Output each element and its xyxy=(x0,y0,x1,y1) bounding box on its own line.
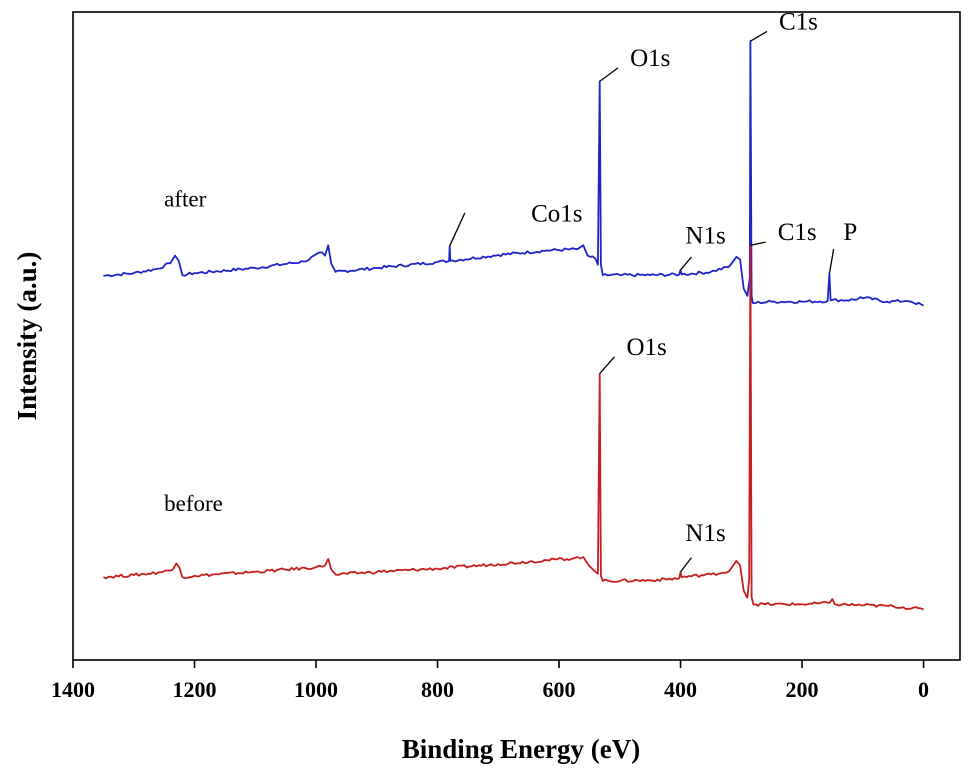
peak-leader-c1s-before xyxy=(750,241,766,246)
x-axis: 1400 1200 1000 800 600 400 200 0 xyxy=(51,660,929,702)
peak-leader-o1s-after xyxy=(599,67,619,82)
peak-label-n1s-after: N1s xyxy=(685,222,725,249)
series-layer xyxy=(103,40,924,611)
x-axis-title: Binding Energy (eV) xyxy=(402,734,641,764)
peak-leader-n1s-before xyxy=(680,557,692,573)
peak-label-o1s-before: O1s xyxy=(626,334,666,361)
plot-frame xyxy=(72,11,961,661)
peak-label-o1s-after: O1s xyxy=(630,45,670,72)
x-tick-label: 200 xyxy=(786,677,819,702)
peak-leader-c1s-after xyxy=(750,30,768,42)
peak-leader-co1s-after xyxy=(449,212,466,247)
x-tick-label: 1000 xyxy=(294,677,338,702)
x-tick-label: 1200 xyxy=(173,677,217,702)
peak-label-p-after: P xyxy=(843,219,857,246)
series-line-before xyxy=(103,244,924,611)
peak-annotations: C1s O1s Co1s N1s P C1s O1s N1s xyxy=(449,8,857,573)
peak-leader-p-after xyxy=(828,249,835,274)
peak-label-n1s-before: N1s xyxy=(685,520,725,547)
x-tick-label: 1400 xyxy=(51,677,95,702)
peak-label-c1s-after: C1s xyxy=(779,8,818,35)
series-label-after: after xyxy=(164,186,206,211)
x-tick-label: 800 xyxy=(421,677,454,702)
x-tick-label: 0 xyxy=(918,677,929,702)
x-tick-label: 600 xyxy=(543,677,576,702)
x-tick-label: 400 xyxy=(664,677,697,702)
peak-leader-o1s-before xyxy=(599,356,615,375)
series-label-before: before xyxy=(164,491,223,516)
peak-leader-n1s-after xyxy=(680,256,692,271)
series-labels: after before xyxy=(164,186,223,516)
y-axis-title: Intensity (a.u.) xyxy=(12,252,42,421)
peak-label-co1s-after: Co1s xyxy=(531,200,582,227)
series-line-after xyxy=(103,40,924,307)
peak-label-c1s-before: C1s xyxy=(778,219,817,246)
